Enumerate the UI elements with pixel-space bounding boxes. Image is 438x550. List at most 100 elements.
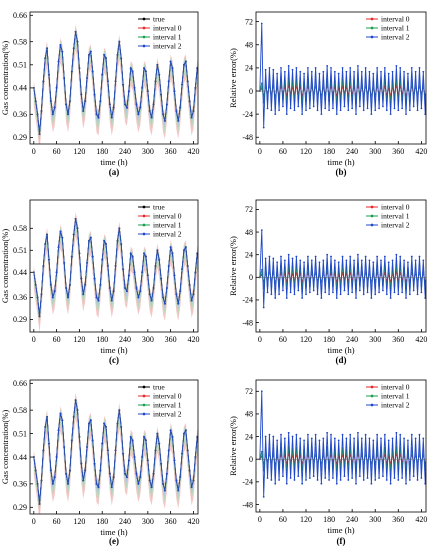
data-point-interval-2 xyxy=(414,259,417,262)
data-point-interval-2 xyxy=(34,100,37,102)
data-point-interval-2 xyxy=(156,249,159,252)
data-point-interval-2 xyxy=(72,47,75,50)
legend-label: interval 0 xyxy=(153,212,182,221)
data-point-interval-2 xyxy=(110,116,113,119)
panel-4: 0 60 120 180 240 300 360 420 0.66 0.58 0.51 0.44 0.3… xyxy=(0,379,200,546)
data-point-interval-2 xyxy=(80,93,83,96)
data-point-interval-2 xyxy=(74,399,77,401)
data-point-interval-2 xyxy=(420,477,423,479)
data-point-interval-2 xyxy=(32,87,35,89)
data-point-interval-2 xyxy=(48,73,50,76)
data-point-interval-2 xyxy=(314,255,317,258)
x-tick-label: 300 xyxy=(142,335,154,344)
data-point-interval-2 xyxy=(51,482,54,485)
data-point-interval-2 xyxy=(72,233,75,236)
data-point-interval-2 xyxy=(308,107,311,110)
data-point-interval-2 xyxy=(391,259,394,262)
data-point-interval-2 xyxy=(337,439,340,442)
data-point-interval-2 xyxy=(32,271,35,274)
data-point-interval-2 xyxy=(80,277,83,280)
data-point-interval-2 xyxy=(38,133,41,136)
data-point-interval-2 xyxy=(65,287,68,289)
data-point-interval-2 xyxy=(414,437,417,440)
data-point-interval-2 xyxy=(401,291,404,294)
data-point-interval-2 xyxy=(422,437,425,440)
data-point-interval-2 xyxy=(293,479,296,481)
band-interval-1 xyxy=(33,395,198,514)
data-point-interval-2 xyxy=(143,67,145,69)
data-point-interval-2 xyxy=(370,482,373,485)
data-point-interval-2 xyxy=(124,472,126,475)
data-point-interval-2 xyxy=(343,105,346,108)
data-point-interval-2 xyxy=(181,452,183,455)
data-point-interval-2 xyxy=(148,479,151,482)
data-point-interval-2 xyxy=(46,47,48,50)
data-point-interval-2 xyxy=(112,476,115,479)
legend-marker xyxy=(142,26,146,30)
data-point-interval-2 xyxy=(131,255,134,258)
data-point-interval-2 xyxy=(399,66,402,69)
data-point-interval-2 xyxy=(318,72,321,75)
data-point-interval-2 xyxy=(382,289,384,292)
data-point-true xyxy=(198,256,200,258)
data-point-interval-2 xyxy=(385,479,388,481)
data-point-interval-2 xyxy=(385,109,388,112)
data-point-interval-2 xyxy=(391,437,394,440)
data-point-interval-2 xyxy=(118,227,121,230)
y-tick-label: 0.44 xyxy=(13,268,27,277)
data-point-interval-1 xyxy=(426,268,428,270)
data-point-interval-2 xyxy=(374,293,377,296)
data-point-interval-2 xyxy=(120,426,123,428)
data-point-interval-2 xyxy=(389,113,392,116)
data-point-interval-2 xyxy=(326,253,329,256)
data-point-interval-2 xyxy=(268,66,271,69)
plot-area xyxy=(32,392,200,514)
legend-label: interval 2 xyxy=(153,42,182,51)
y-tick-label: 0.44 xyxy=(13,453,27,462)
data-point-interval-2 xyxy=(69,283,71,286)
data-point-interval-2 xyxy=(272,257,275,260)
data-point-interval-2 xyxy=(63,261,66,264)
data-point-interval-2 xyxy=(420,107,423,110)
data-point-interval-2 xyxy=(152,287,155,289)
data-point-interval-2 xyxy=(276,72,279,75)
data-point-interval-2 xyxy=(268,255,271,258)
data-point-interval-2 xyxy=(143,436,145,438)
axes-frame xyxy=(255,379,427,513)
data-point-interval-0 xyxy=(198,439,200,441)
data-point-interval-2 xyxy=(299,70,302,73)
data-point-interval-2 xyxy=(88,422,90,425)
data-point-interval-2 xyxy=(322,259,325,262)
data-point-interval-2 xyxy=(303,261,305,264)
legend-marker xyxy=(142,232,146,236)
y-tick-label: -24 xyxy=(242,296,253,305)
x-tick-label: 0 xyxy=(32,517,36,526)
data-point-interval-2 xyxy=(116,422,119,425)
data-point-interval-2 xyxy=(412,105,415,108)
x-tick-label: 60 xyxy=(53,147,61,156)
data-point-interval-2 xyxy=(145,255,147,258)
x-tick-label: 240 xyxy=(346,147,358,156)
legend-label: interval 1 xyxy=(381,392,410,401)
data-point-interval-2 xyxy=(36,482,39,485)
data-point-interval-2 xyxy=(86,446,88,448)
data-point-interval-2 xyxy=(341,433,344,436)
data-point-interval-2 xyxy=(108,103,111,106)
data-point-interval-2 xyxy=(378,107,380,110)
data-point-interval-2 xyxy=(397,479,400,481)
data-point-interval-2 xyxy=(393,107,396,110)
x-tick-label: 180 xyxy=(96,147,108,156)
data-point-interval-2 xyxy=(192,110,195,112)
data-point-interval-2 xyxy=(362,109,365,112)
x-tick-label: 300 xyxy=(369,515,381,524)
legend-marker xyxy=(370,385,374,389)
y-tick-label: 0.58 xyxy=(13,406,27,415)
data-point-interval-2 xyxy=(184,60,187,63)
data-point-interval-2 xyxy=(351,107,354,110)
x-tick-label: 120 xyxy=(300,515,312,524)
data-point-interval-2 xyxy=(51,296,54,299)
data-point-interval-2 xyxy=(424,297,426,299)
data-point-interval-2 xyxy=(126,476,128,479)
data-point-interval-2 xyxy=(408,293,411,296)
